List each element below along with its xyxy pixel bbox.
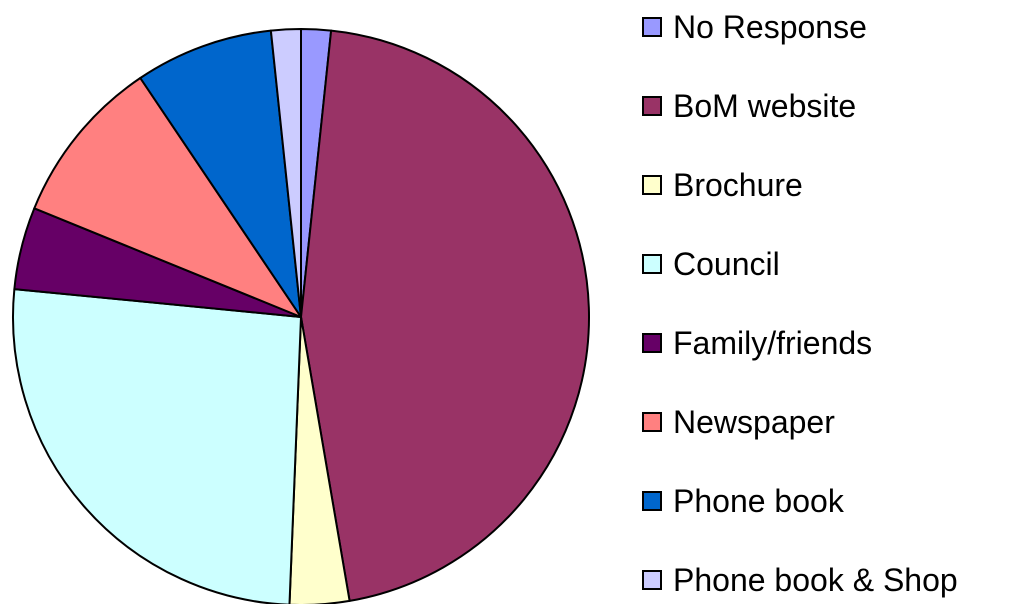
pie-slice-brochure <box>288 316 351 604</box>
legend-label-no-response: No Response <box>673 9 867 45</box>
pie-slices <box>12 28 590 604</box>
legend-label-council: Council <box>673 246 780 282</box>
legend-item-brochure: Brochure <box>642 167 803 203</box>
legend-item-no-response: No Response <box>642 9 867 45</box>
legend-item-council: Council <box>642 246 780 282</box>
pie-slice-phone-book <box>139 29 302 318</box>
legend-item-family-friends: Family/friends <box>642 325 872 361</box>
pie-slice-newspaper <box>33 77 302 318</box>
legend-label-newspaper: Newspaper <box>673 404 835 440</box>
legend-swatch-phone-book-and-shop <box>642 570 662 590</box>
legend-label-phone-book: Phone book <box>673 483 845 519</box>
legend-swatch-family-friends <box>642 333 662 353</box>
legend-label-phone-book-and-shop: Phone book & Shop <box>673 562 958 598</box>
legend-swatch-newspaper <box>642 412 662 432</box>
legend-item-phone-book-and-shop: Phone book & Shop <box>642 562 958 598</box>
legend-swatch-brochure <box>642 175 662 195</box>
legend: No Response BoM website Brochure Council Fam… <box>642 9 958 598</box>
legend-swatch-phone-book <box>642 491 662 511</box>
legend-item-bom-website: BoM website <box>642 88 856 124</box>
legend-label-bom-website: BoM website <box>673 88 856 124</box>
legend-label-family-friends: Family/friends <box>673 325 872 361</box>
legend-item-phone-book: Phone book <box>642 483 845 519</box>
legend-label-brochure: Brochure <box>673 167 803 203</box>
legend-swatch-council <box>642 254 662 274</box>
legend-swatch-no-response <box>642 17 662 37</box>
legend-item-newspaper: Newspaper <box>642 404 835 440</box>
pie-slice-bom-website <box>300 29 590 602</box>
pie-slice-council <box>12 288 302 604</box>
pie-slice-phone-book-and-shop <box>269 28 302 318</box>
legend-swatch-bom-website <box>642 96 662 116</box>
